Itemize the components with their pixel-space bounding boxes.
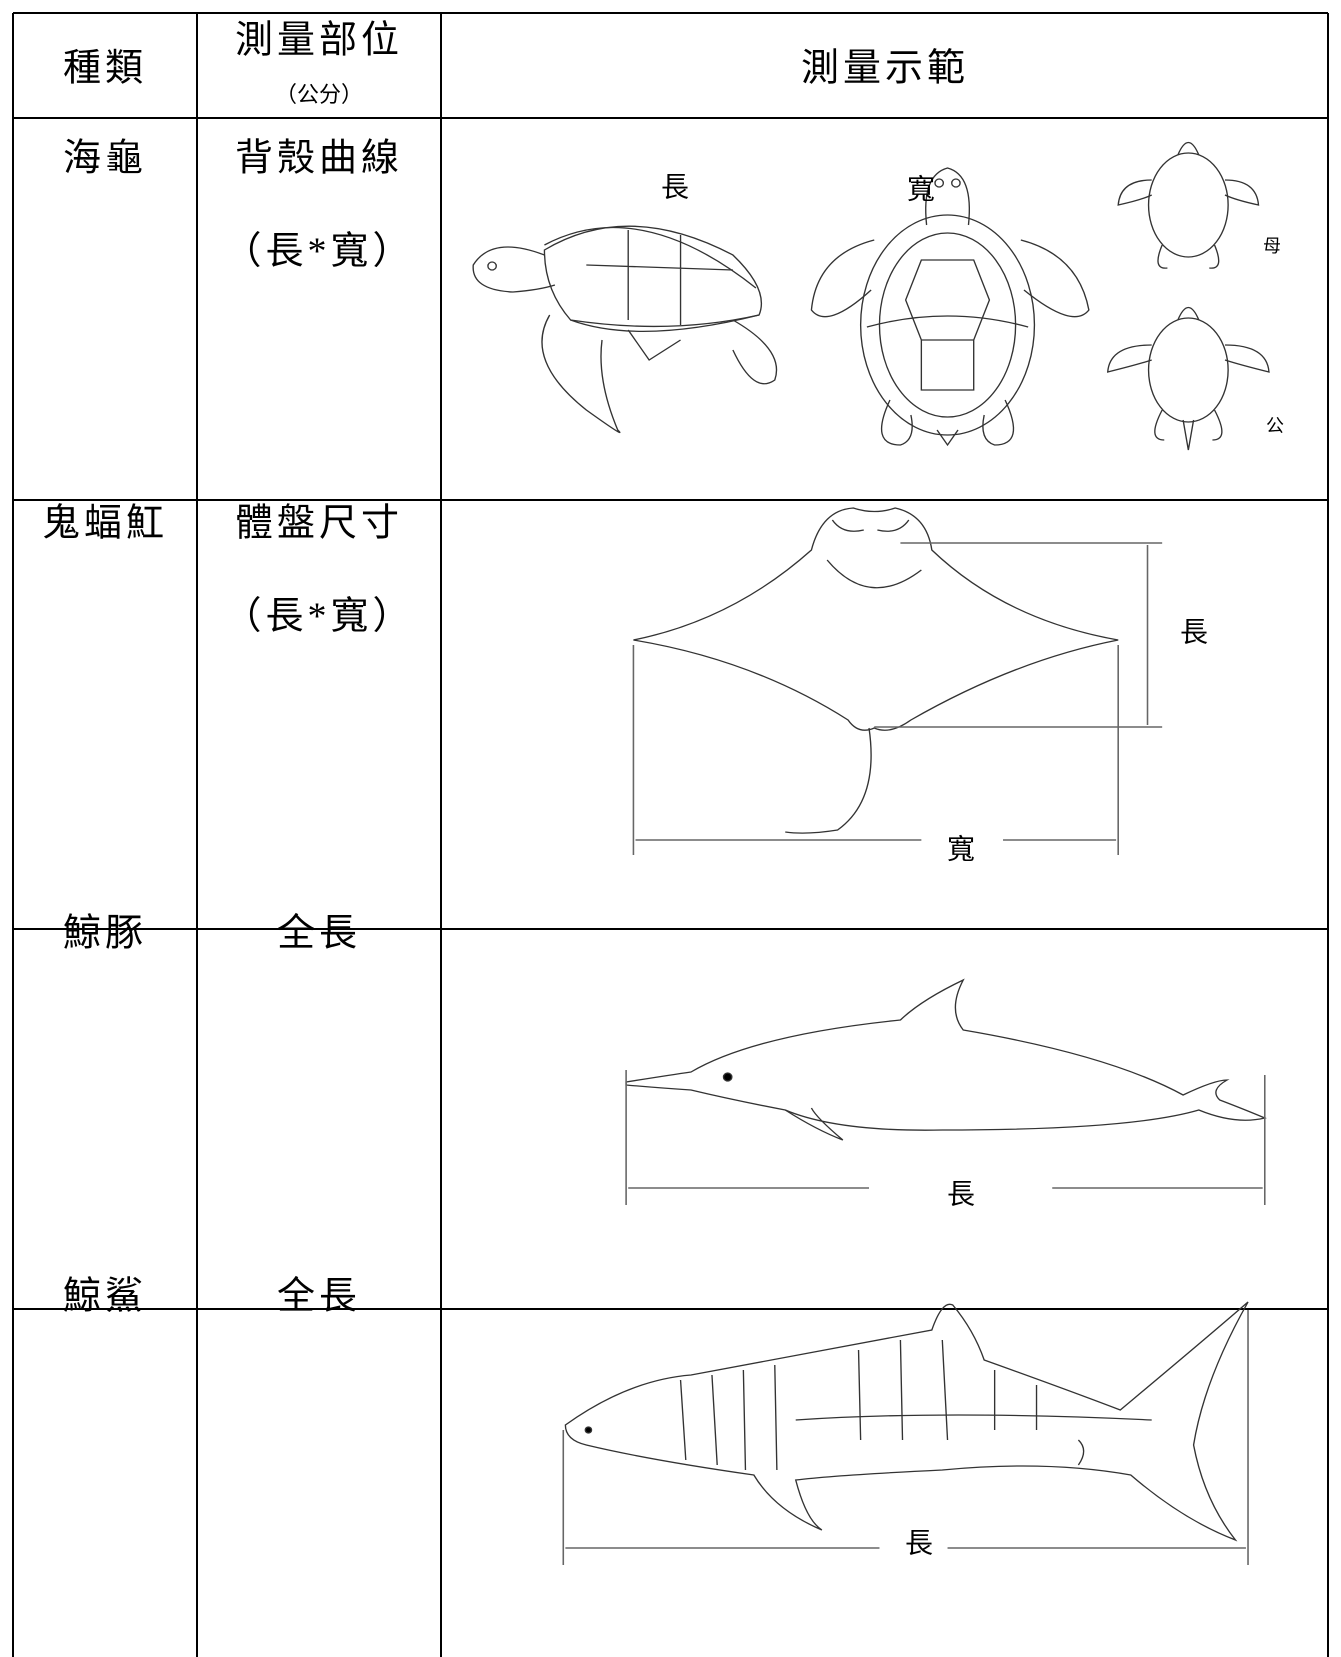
label-length: 長: [947, 1179, 975, 1210]
manta-measure: [632, 542, 1163, 855]
label-female: 母: [1263, 236, 1281, 256]
part-note: （長*寬）: [223, 231, 414, 273]
manta: [633, 507, 1119, 834]
dolphin: [625, 978, 1267, 1141]
species: 鬼蝠魟: [42, 503, 168, 545]
label-width: 寬: [907, 173, 935, 205]
species: 海龜: [63, 138, 147, 180]
part: 全長: [277, 1276, 361, 1318]
part: 背殼曲線: [235, 138, 403, 180]
label-length: 長: [661, 172, 689, 203]
turtle-top: [810, 167, 1090, 447]
whale-shark: [564, 1301, 1249, 1542]
part: 體盤尺寸: [235, 503, 403, 545]
turtle-female: [1117, 141, 1260, 269]
species: 鯨豚: [63, 913, 147, 955]
turtle-male: [1106, 306, 1270, 451]
label-male: 公: [1266, 416, 1284, 436]
illustrations: [472, 141, 1270, 1565]
dolphin-measure: [625, 1070, 1266, 1205]
turtle-side: [472, 225, 778, 434]
table-grid: [12, 12, 1329, 1657]
header-unit: （公分）: [275, 82, 363, 107]
label-length: 長: [905, 1528, 933, 1559]
measure-arc: [544, 226, 757, 289]
species: 鯨鯊: [63, 1276, 147, 1318]
header-species: 種類: [63, 48, 147, 90]
part: 全長: [277, 913, 361, 955]
label-width: 寬: [947, 833, 975, 865]
header-part: 測量部位: [235, 20, 403, 62]
header-demo: 測量示範: [801, 48, 969, 90]
shark-measure: [562, 1310, 1249, 1565]
part-note: （長*寬）: [223, 596, 414, 638]
label-length: 長: [1180, 617, 1208, 648]
